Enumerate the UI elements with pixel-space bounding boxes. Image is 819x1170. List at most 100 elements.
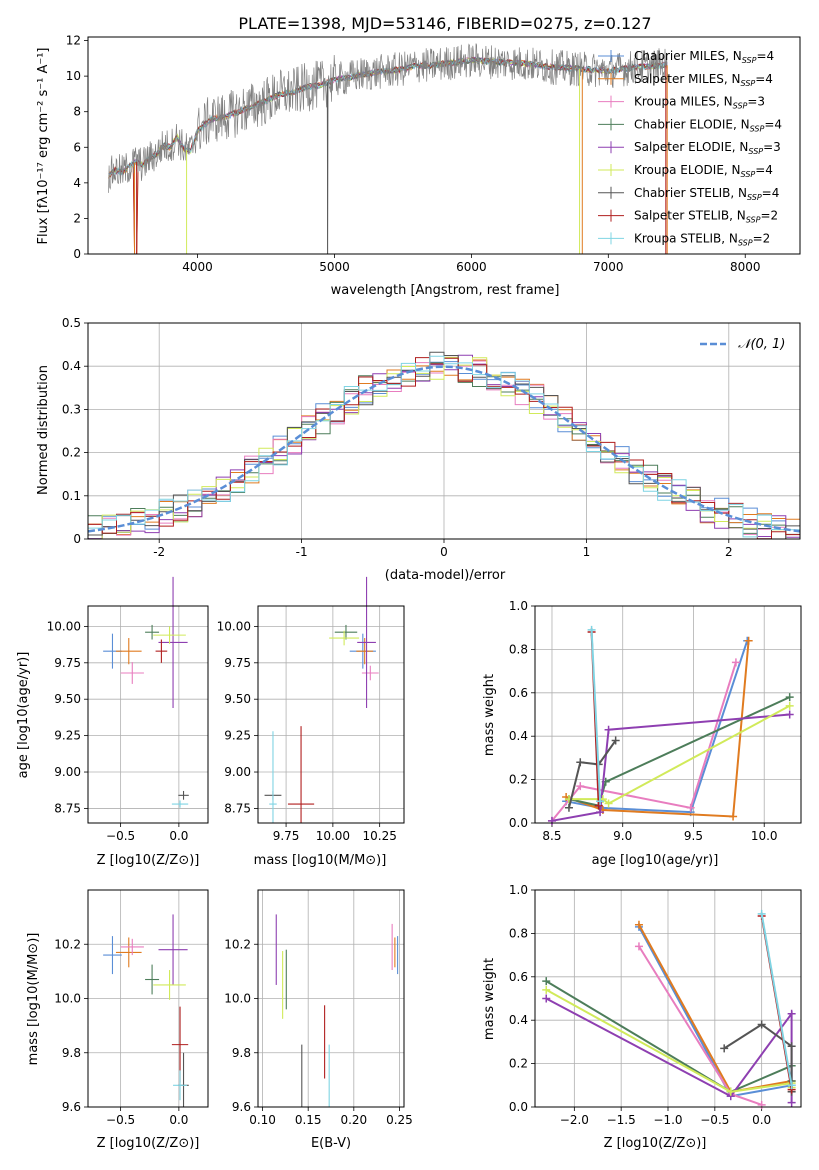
y-tick-label: 0.6 [509, 970, 528, 984]
x-tick-label: 10.0 [751, 829, 778, 843]
residual-histogram [88, 355, 800, 539]
x-tick-label: 4000 [182, 260, 213, 274]
y-tick-label: 0.8 [509, 926, 528, 940]
mass-vs-z-panel: Z [log10(Z/Z⊙)] mass [log10(M/M⊙)] −0.5 0… [26, 889, 209, 1151]
y-tick-label: 9.25 [54, 729, 81, 743]
x-tick-label: 0.0 [169, 1113, 188, 1127]
y-tick-label: 9.75 [54, 656, 81, 670]
x-tick-label: −1.5 [607, 1113, 636, 1127]
y-tick-label: 8.75 [224, 801, 251, 815]
mass-weight-marker [634, 942, 643, 951]
y-tick-label: 10.00 [217, 619, 251, 633]
y-tick-label: 0.0 [509, 816, 528, 830]
legend-normal-label: 𝒩(0, 1) [738, 337, 785, 352]
mass-z-xlabel: Z [log10(Z/Z⊙)] [97, 1136, 200, 1151]
y-tick-label: 9.8 [62, 1046, 81, 1060]
x-tick-label: 0.10 [249, 1113, 276, 1127]
axes-frame [87, 889, 209, 1108]
y-tick-label: 0.2 [509, 1057, 528, 1071]
x-tick-label: 7000 [593, 260, 624, 274]
mass-weight-marker [611, 736, 620, 745]
y-tick-label: 9.00 [224, 765, 251, 779]
y-tick-label: 4 [73, 176, 81, 190]
weight-z-ylabel: mass weight [482, 958, 497, 1040]
x-tick-label: −2.0 [560, 1113, 589, 1127]
y-tick-label: 0.8 [509, 642, 528, 656]
mass-weight-line [545, 980, 793, 1093]
axes-frame [534, 605, 802, 824]
x-tick-label: 2 [725, 545, 733, 559]
mass-weight-line [590, 629, 602, 802]
y-tick-label: 1.0 [509, 599, 528, 613]
age-vs-mass-panel: mass [log10(M/M⊙)] 9.75 10.00 10.25 8.75 9.0… [217, 576, 405, 868]
spectrum-panel: PLATE=1398, MJD=53146, FIBERID=0275, z=0… [36, 14, 801, 298]
mass-weight-marker [785, 693, 794, 702]
mass-weight-marker [576, 782, 585, 791]
mass-weight-marker [787, 1009, 796, 1018]
mass-weight-marker [564, 803, 573, 812]
age-vs-z-panel: Z [log10(Z/Z⊙)] age [log10(age/yr)] −0.5… [16, 576, 209, 868]
mass-weight-marker [787, 1098, 796, 1107]
x-tick-label: −0.5 [106, 829, 135, 843]
y-tick-label: 9.6 [232, 1100, 251, 1114]
legend-label: Salpeter STELIB, NSSP=2 [634, 209, 778, 225]
y-tick-label: 0.2 [62, 446, 81, 460]
weight-vs-z-panel: Z [log10(Z/Z⊙)] mass weight −2.0 −1.5 −1.0… [482, 883, 802, 1151]
legend-label: Kroupa ELODIE, NSSP=4 [634, 163, 773, 179]
mass-weight-marker [542, 985, 551, 994]
weight-vs-age-panel: age [log10(age/yr)] mass weight 8.5 9.0 9.… [482, 599, 802, 868]
y-tick-label: 9.00 [54, 765, 81, 779]
normal-curve [88, 365, 800, 533]
mass-weight-marker [720, 1044, 729, 1053]
mass-weight-marker [596, 797, 605, 806]
weight-age-xlabel: age [log10(age/yr)] [592, 853, 719, 868]
y-tick-label: 6 [73, 140, 81, 154]
mass-weight-marker [787, 1081, 796, 1090]
y-tick-label: 9.75 [224, 656, 251, 670]
weight-z-xlabel: Z [log10(Z/Z⊙)] [604, 1136, 707, 1151]
x-tick-label: −0.5 [700, 1113, 729, 1127]
y-tick-label: 0.1 [62, 489, 81, 503]
x-tick-label: 8.5 [542, 829, 561, 843]
y-tick-label: 2 [73, 211, 81, 225]
mass-weight-marker [542, 977, 551, 986]
y-tick-label: 0.2 [509, 773, 528, 787]
mass-vs-ebv-panel: E(B-V) 0.10 0.15 0.20 0.25 9.6 9.8 10.0 10.2 [224, 889, 413, 1151]
mass-weight-line [760, 913, 793, 1086]
y-tick-label: 9.8 [232, 1046, 251, 1060]
mass-weight-marker [726, 1087, 735, 1096]
legend-label: Chabrier ELODIE, NSSP=4 [634, 117, 782, 133]
x-tick-label: -2 [153, 545, 165, 559]
mass-weight-marker [757, 1020, 766, 1029]
mass-weight-line [545, 988, 793, 1093]
y-tick-label: 10.00 [47, 619, 81, 633]
mass-weight-marker [604, 799, 613, 808]
weight-age-ylabel: mass weight [482, 674, 497, 756]
axes-frame [87, 322, 801, 540]
spectrum-xlabel: wavelength [Angstrom, rest frame] [331, 283, 560, 298]
x-tick-label: 10.25 [362, 829, 396, 843]
mass-weight-marker [686, 803, 695, 812]
y-tick-label: 10.0 [224, 992, 251, 1006]
x-tick-label: 6000 [456, 260, 487, 274]
spectrum-title: PLATE=1398, MJD=53146, FIBERID=0275, z=0… [238, 14, 651, 33]
mass-weight-marker [729, 812, 738, 821]
y-tick-label: 9.50 [54, 692, 81, 706]
x-tick-label: 0 [440, 545, 448, 559]
legend-label: Kroupa STELIB, NSSP=2 [634, 231, 770, 247]
axes-frame [87, 36, 801, 255]
y-tick-label: 0.4 [509, 1013, 528, 1027]
y-tick-label: 0 [73, 247, 81, 261]
legend-label: Kroupa MILES, NSSP=3 [634, 95, 765, 111]
y-tick-label: 8 [73, 105, 81, 119]
y-tick-label: 12 [66, 34, 81, 48]
x-tick-label: 9.0 [613, 829, 632, 843]
mass-weight-marker [594, 801, 603, 810]
y-tick-label: 0.0 [509, 1100, 528, 1114]
mass-ebv-xlabel: E(B-V) [311, 1136, 351, 1151]
histogram-layer [88, 351, 800, 539]
y-tick-label: 10 [66, 69, 81, 83]
age-z-xlabel: Z [log10(Z/Z⊙)] [97, 853, 200, 868]
axes-frame [257, 605, 405, 824]
